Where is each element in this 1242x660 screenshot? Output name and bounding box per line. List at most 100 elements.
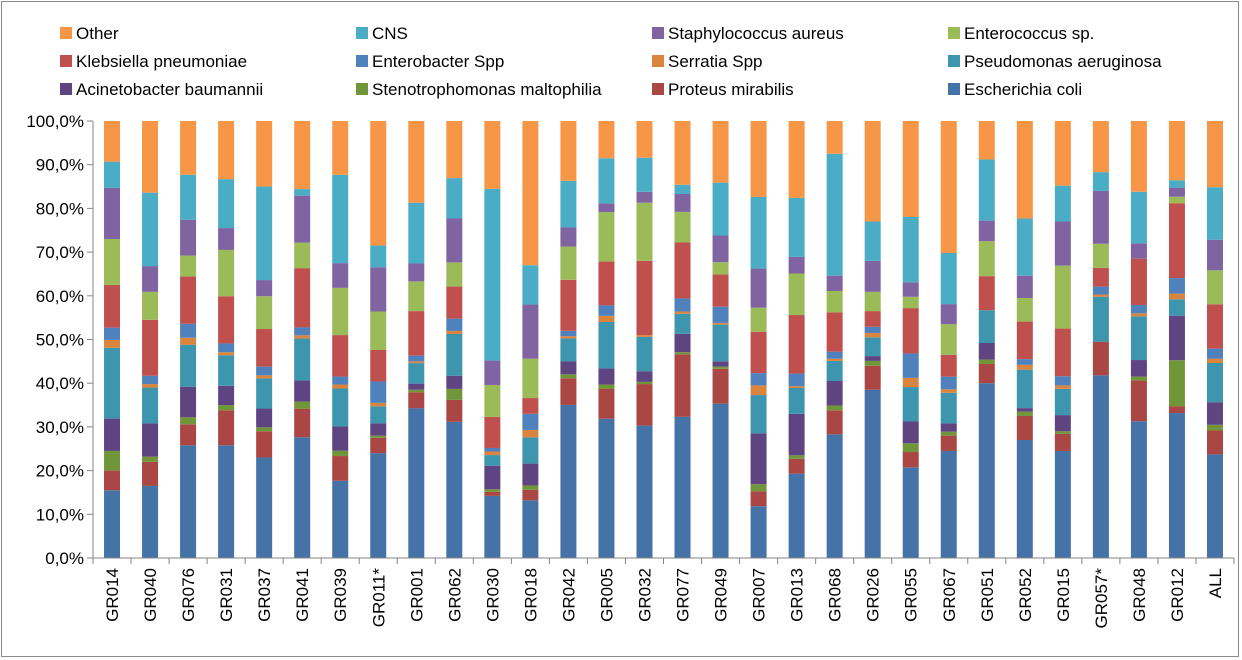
bar-segment-staphylococcus-aureus bbox=[256, 280, 273, 297]
legend-swatch bbox=[60, 27, 72, 39]
bar-segment-other bbox=[256, 121, 273, 187]
bar-segment-enterobacter-spp bbox=[218, 343, 235, 353]
bar-segment-cns bbox=[370, 245, 387, 268]
bar-stack-gr012 bbox=[1168, 121, 1185, 558]
bar-segment-acinetobacter-baumannii bbox=[218, 385, 235, 406]
bar-segment-enterococcus-sp bbox=[408, 281, 425, 312]
bar-segment-cns bbox=[1054, 185, 1071, 222]
bar-segment-enterococcus-sp bbox=[598, 212, 615, 262]
bar-stack-gr018 bbox=[522, 121, 539, 558]
bar-segment-escherichia-coli bbox=[1130, 421, 1147, 558]
x-tick-label: GR032 bbox=[635, 568, 654, 622]
y-tick-label: 30,0% bbox=[36, 418, 84, 437]
bar-segment-staphylococcus-aureus bbox=[598, 203, 615, 213]
bar-segment-proteus-mirabilis bbox=[522, 489, 539, 501]
bar-segment-other bbox=[674, 121, 691, 185]
bar-segment-enterococcus-sp bbox=[902, 296, 919, 309]
x-axis: GR014 GR040 GR076 GR031 GR037 GR041 GR039 GR011… bbox=[92, 557, 1235, 629]
bar-segment-stenotrophomonas-maltophilia bbox=[598, 384, 615, 389]
bar-segment-staphylococcus-aureus bbox=[370, 267, 387, 312]
bar-segment-klebsiella-pneumoniae bbox=[256, 329, 273, 367]
bar-segment-escherichia-coli bbox=[218, 445, 235, 558]
bar-segment-escherichia-coli bbox=[1092, 375, 1109, 558]
bar-segment-staphylococcus-aureus bbox=[826, 275, 843, 291]
bar-segment-other bbox=[294, 121, 311, 190]
bar-segment-proteus-mirabilis bbox=[598, 388, 615, 419]
bar-segment-acinetobacter-baumannii bbox=[826, 381, 843, 406]
legend-item-staphylococcus-aureus: Staphylococcus aureus bbox=[652, 24, 844, 43]
bar-segment-klebsiella-pneumoniae bbox=[484, 416, 501, 448]
bar-segment-enterococcus-sp bbox=[560, 246, 577, 280]
bar-segment-proteus-mirabilis bbox=[218, 410, 235, 446]
bar-segment-pseudomonas-aeruginosa bbox=[408, 363, 425, 384]
bar-segment-stenotrophomonas-maltophilia bbox=[1168, 360, 1185, 407]
bar-segment-staphylococcus-aureus bbox=[522, 304, 539, 359]
bar-segment-serratia-spp bbox=[142, 384, 159, 388]
bar-segment-serratia-spp bbox=[636, 335, 653, 337]
bar-segment-stenotrophomonas-maltophilia bbox=[560, 374, 577, 379]
bar-segment-other bbox=[978, 121, 995, 160]
bar-segment-enterobacter-spp bbox=[446, 318, 463, 331]
legend-label: CNS bbox=[372, 24, 408, 43]
y-tick-label: 70,0% bbox=[36, 243, 84, 262]
bar-stack-gr032 bbox=[636, 121, 653, 558]
bar-segment-enterococcus-sp bbox=[826, 290, 843, 313]
bar-segment-escherichia-coli bbox=[598, 418, 615, 558]
x-tick-label: GR007 bbox=[750, 568, 769, 622]
bar-segment-staphylococcus-aureus bbox=[940, 304, 957, 325]
bar-segment-klebsiella-pneumoniae bbox=[636, 260, 653, 336]
bar-segment-acinetobacter-baumannii bbox=[1016, 408, 1033, 412]
bar-segment-proteus-mirabilis bbox=[332, 456, 349, 481]
x-tick-label: GR057* bbox=[1092, 568, 1111, 629]
bar-segment-enterococcus-sp bbox=[1016, 297, 1033, 322]
bar-stack-gr068 bbox=[826, 121, 843, 558]
bar-segment-pseudomonas-aeruginosa bbox=[750, 395, 767, 434]
bar-segment-other bbox=[370, 121, 387, 246]
bar-segment-acinetobacter-baumannii bbox=[142, 423, 159, 457]
bar-segment-staphylococcus-aureus bbox=[1092, 190, 1109, 244]
bar-segment-escherichia-coli bbox=[256, 457, 273, 558]
bar-segment-serratia-spp bbox=[1092, 294, 1109, 297]
bar-segment-klebsiella-pneumoniae bbox=[826, 312, 843, 352]
legend-item-acinetobacter-baumannii: Acinetobacter baumannii bbox=[60, 80, 263, 99]
bar-segment-proteus-mirabilis bbox=[636, 384, 653, 426]
bar-segment-pseudomonas-aeruginosa bbox=[940, 392, 957, 424]
bar-segment-stenotrophomonas-maltophilia bbox=[902, 443, 919, 453]
bar-segment-escherichia-coli bbox=[788, 473, 805, 558]
bar-segment-proteus-mirabilis bbox=[712, 368, 729, 404]
bar-segment-stenotrophomonas-maltophilia bbox=[864, 360, 881, 366]
bar-segment-proteus-mirabilis bbox=[788, 458, 805, 474]
bar-stack-gr005 bbox=[598, 121, 615, 558]
bar-segment-serratia-spp bbox=[294, 335, 311, 339]
bar-segment-pseudomonas-aeruginosa bbox=[1092, 296, 1109, 342]
bar-segment-proteus-mirabilis bbox=[1092, 341, 1109, 376]
bar-segment-staphylococcus-aureus bbox=[218, 228, 235, 250]
y-tick-label: 10,0% bbox=[36, 505, 84, 524]
bar-segment-proteus-mirabilis bbox=[560, 378, 577, 405]
legend-swatch bbox=[356, 27, 368, 39]
x-tick-label: GR026 bbox=[864, 568, 883, 622]
bar-segment-serratia-spp bbox=[446, 330, 463, 335]
bar-stack-gr062 bbox=[446, 121, 463, 558]
bar-segment-acinetobacter-baumannii bbox=[446, 375, 463, 389]
bar-segment-escherichia-coli bbox=[142, 485, 159, 558]
bar-segment-serratia-spp bbox=[104, 339, 121, 348]
bar-segment-klebsiella-pneumoniae bbox=[712, 274, 729, 307]
bar-segment-escherichia-coli bbox=[370, 453, 387, 558]
bar-segment-stenotrophomonas-maltophilia bbox=[218, 405, 235, 411]
bar-segment-acinetobacter-baumannii bbox=[1054, 415, 1071, 432]
bar-segment-serratia-spp bbox=[1206, 358, 1223, 364]
bar-stack-gr013 bbox=[788, 121, 805, 558]
bar-segment-acinetobacter-baumannii bbox=[712, 361, 729, 367]
bar-segment-klebsiella-pneumoniae bbox=[180, 276, 197, 324]
bar-segment-cns bbox=[674, 184, 691, 194]
legend-label: Proteus mirabilis bbox=[668, 80, 794, 99]
bar-segment-klebsiella-pneumoniae bbox=[864, 311, 881, 327]
legend-item-other: Other bbox=[60, 24, 119, 43]
bar-segment-enterobacter-spp bbox=[484, 447, 501, 452]
bar-segment-enterococcus-sp bbox=[1206, 270, 1223, 305]
bar-segment-staphylococcus-aureus bbox=[1054, 221, 1071, 266]
bar-segment-cns bbox=[978, 159, 995, 221]
bar-segment-enterobacter-spp bbox=[750, 373, 767, 386]
bar-stack-gr001 bbox=[408, 121, 425, 558]
